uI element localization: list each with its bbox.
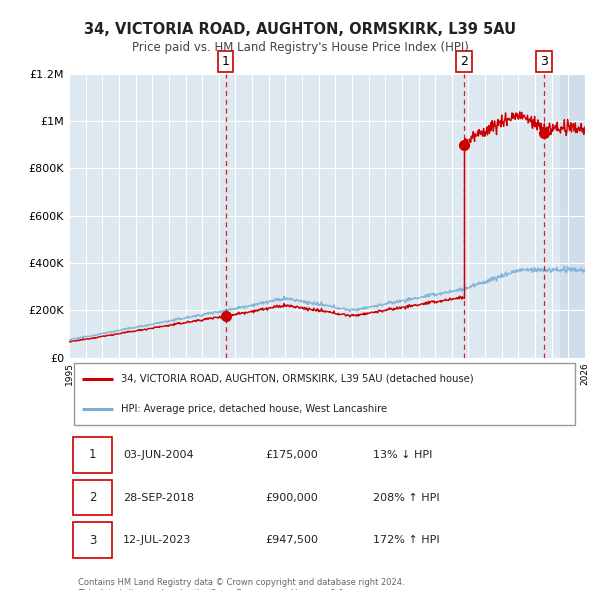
Text: Contains HM Land Registry data © Crown copyright and database right 2024.
This d: Contains HM Land Registry data © Crown c… [78, 578, 405, 590]
Text: 172% ↑ HPI: 172% ↑ HPI [373, 535, 440, 545]
FancyBboxPatch shape [74, 363, 575, 425]
Text: 208% ↑ HPI: 208% ↑ HPI [373, 493, 440, 503]
Text: 12-JUL-2023: 12-JUL-2023 [123, 535, 191, 545]
Text: 03-JUN-2004: 03-JUN-2004 [123, 450, 194, 460]
FancyBboxPatch shape [73, 523, 112, 558]
FancyBboxPatch shape [73, 480, 112, 515]
Text: £900,000: £900,000 [265, 493, 318, 503]
Text: 3: 3 [540, 55, 548, 68]
Text: 28-SEP-2018: 28-SEP-2018 [123, 493, 194, 503]
Text: 3: 3 [89, 533, 96, 546]
Text: 2: 2 [460, 55, 468, 68]
Bar [560, 74, 593, 358]
FancyBboxPatch shape [73, 437, 112, 473]
Text: £175,000: £175,000 [265, 450, 318, 460]
Text: 2: 2 [89, 491, 96, 504]
Text: 1: 1 [89, 448, 96, 461]
Text: £947,500: £947,500 [265, 535, 318, 545]
Text: Price paid vs. HM Land Registry's House Price Index (HPI): Price paid vs. HM Land Registry's House … [131, 41, 469, 54]
Text: 13% ↓ HPI: 13% ↓ HPI [373, 450, 433, 460]
Text: HPI: Average price, detached house, West Lancashire: HPI: Average price, detached house, West… [121, 404, 387, 414]
Text: 34, VICTORIA ROAD, AUGHTON, ORMSKIRK, L39 5AU: 34, VICTORIA ROAD, AUGHTON, ORMSKIRK, L3… [84, 22, 516, 37]
Text: 34, VICTORIA ROAD, AUGHTON, ORMSKIRK, L39 5AU (detached house): 34, VICTORIA ROAD, AUGHTON, ORMSKIRK, L3… [121, 374, 473, 384]
Text: 1: 1 [222, 55, 230, 68]
